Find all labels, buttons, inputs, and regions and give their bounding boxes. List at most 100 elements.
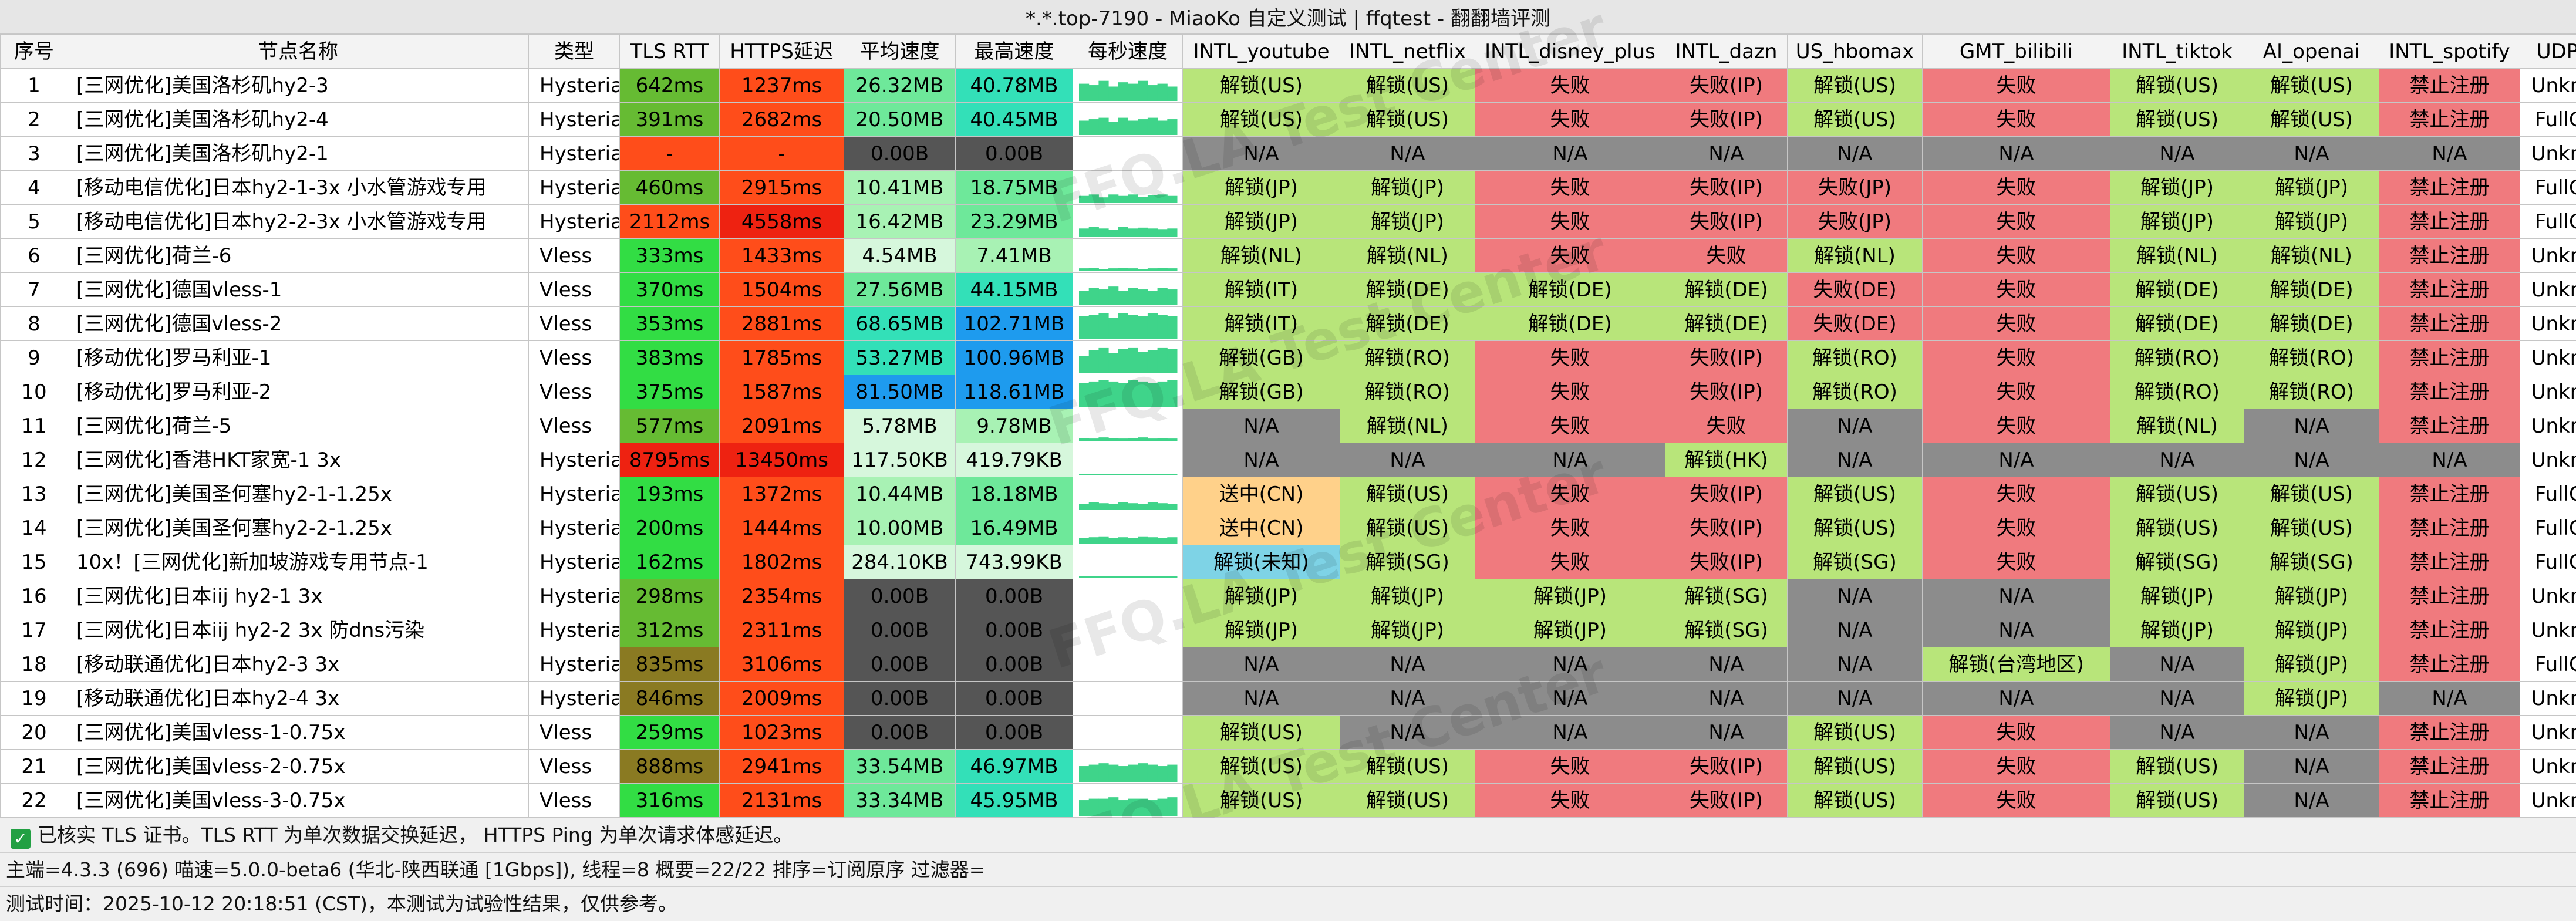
unlock-status: 解锁(NL) [2110,239,2244,273]
table-row[interactable]: 12[三网优化]香港HKT家宽-1 3xHysteria28795ms13450… [1,443,2576,477]
sparkline-bar [1098,289,1108,305]
column-header[interactable]: AI_openai [2244,35,2379,69]
table-row[interactable]: 14[三网优化]美国圣何塞hy2-2-1.25xHysteria2200ms14… [1,511,2576,545]
avg-speed: 33.54MB [844,750,956,784]
tls-rtt: 375ms [620,375,720,409]
max-speed: 118.61MB [956,375,1073,409]
unlock-status: N/A [1665,682,1788,716]
column-header[interactable]: UDP类型 [2520,35,2576,69]
table-row[interactable]: 19[移动联通优化]日本hy2-4 3xHysteria2846ms2009ms… [1,682,2576,716]
node-type: Hysteria2 [529,103,620,137]
node-name: [移动电信优化]日本hy2-2-3x 小水管游戏专用 [68,205,529,239]
unlock-status: 解锁(US) [2244,103,2379,137]
sparkline-bar [1089,85,1099,101]
unlock-status: 解锁(JP) [2110,613,2244,647]
unlock-status: N/A [1788,443,1923,477]
sparkline-bar [1167,380,1177,407]
unlock-status: 解锁(JP) [1340,613,1475,647]
unlock-status: 解锁(JP) [2244,613,2379,647]
column-header[interactable]: INTL_dazn [1665,35,1788,69]
table-row[interactable]: 16[三网优化]日本iij hy2-1 3xHysteria2298ms2354… [1,579,2576,613]
unlock-status: N/A [2110,647,2244,682]
sparkline-bar [1138,799,1148,816]
table-row[interactable]: 5[移动电信优化]日本hy2-2-3x 小水管游戏专用Hysteria22112… [1,205,2576,239]
table-row[interactable]: 1[三网优化]美国洛杉矶hy2-3Hysteria2642ms1237ms26.… [1,69,2576,103]
table-row[interactable]: 3[三网优化]美国洛杉矶hy2-1Hysteria2--0.00B0.00BN/… [1,137,2576,171]
node-type: Hysteria2 [529,613,620,647]
sparkline-bar [1167,504,1177,510]
tls-rtt: 460ms [620,171,720,205]
table-row[interactable]: 1510x！[三网优化]新加坡游戏专用节点-1Hysteria2162ms180… [1,545,2576,579]
checkbox-checked-icon[interactable]: ✓ [11,829,31,849]
sparkline-bar [1118,766,1128,782]
column-header[interactable]: INTL_tiktok [2110,35,2244,69]
speed-sparkline [1073,137,1183,171]
column-header[interactable]: 最高速度 [956,35,1073,69]
sparkline-bar [1158,268,1168,271]
unlock-status: 失败 [1923,69,2110,103]
avg-speed: 27.56MB [844,273,956,307]
row-index: 17 [1,613,68,647]
column-header[interactable]: 类型 [529,35,620,69]
unlock-status: 解锁(JP) [2244,205,2379,239]
unlock-status: 解锁(JP) [2244,647,2379,682]
column-header[interactable]: HTTPS延迟 [720,35,844,69]
table-row[interactable]: 18[移动联通优化]日本hy2-3 3xHysteria2835ms3106ms… [1,647,2576,682]
unlock-status: 失败(IP) [1665,69,1788,103]
column-header[interactable]: 节点名称 [68,35,529,69]
table-row[interactable]: 2[三网优化]美国洛杉矶hy2-4Hysteria2391ms2682ms20.… [1,103,2576,137]
sparkline-chart [1073,682,1183,715]
node-type: Vless [529,409,620,443]
sparkline-chart [1073,511,1183,545]
row-index: 22 [1,784,68,818]
speed-sparkline [1073,375,1183,409]
node-name: [三网优化]美国洛杉矶hy2-3 [68,69,529,103]
column-header[interactable]: US_hbomax [1788,35,1923,69]
sparkline-bar [1079,538,1089,544]
unlock-status: 解锁(NL) [2244,239,2379,273]
speed-sparkline [1073,341,1183,375]
tls-rtt: 846ms [620,682,720,716]
column-header[interactable]: INTL_disney_plus [1475,35,1665,69]
unlock-status: N/A [1788,613,1923,647]
column-header[interactable]: INTL_spotify [2379,35,2520,69]
unlock-status: 失败 [1475,409,1665,443]
sparkline-bar [1108,87,1118,102]
sparkline-chart [1073,103,1183,136]
node-name: 10x！[三网优化]新加坡游戏专用节点-1 [68,545,529,579]
sparkline-bar [1079,504,1089,510]
column-header[interactable]: INTL_youtube [1183,35,1340,69]
column-header[interactable]: 平均速度 [844,35,956,69]
row-index: 6 [1,239,68,273]
info-line: 主端=4.3.3 (696) 喵速=5.0.0-beta6 (华北-陕西联通 [… [6,853,985,887]
https-latency: 13450ms [720,443,844,477]
table-row[interactable]: 17[三网优化]日本iij hy2-2 3x 防dns污染Hysteria231… [1,613,2576,647]
sparkline-bar [1089,502,1099,510]
sparkline-bar [1158,538,1168,544]
tls-note-line: ✓已核实 TLS 证书。TLS RTT 为单次数据交换延迟， HTTPS Pin… [6,818,793,852]
sparkline-bar [1108,765,1118,782]
table-row[interactable]: 13[三网优化]美国圣何塞hy2-1-1.25xHysteria2193ms13… [1,477,2576,511]
max-speed: 0.00B [956,682,1073,716]
column-header[interactable]: INTL_netflix [1340,35,1475,69]
column-header[interactable]: GMT_bilibili [1923,35,2110,69]
table-row[interactable]: 4[移动电信优化]日本hy2-1-3x 小水管游戏专用Hysteria2460m… [1,171,2576,205]
sparkline-bar [1128,194,1138,203]
sparkline-bar [1079,121,1089,136]
unlock-status: 解锁(US) [1788,511,1923,545]
column-header[interactable]: 每秒速度 [1073,35,1183,69]
sparkline-bar [1098,81,1108,101]
unlock-status: 解锁(US) [2110,511,2244,545]
column-header[interactable]: 序号 [1,35,68,69]
column-header[interactable]: TLS RTT [620,35,720,69]
